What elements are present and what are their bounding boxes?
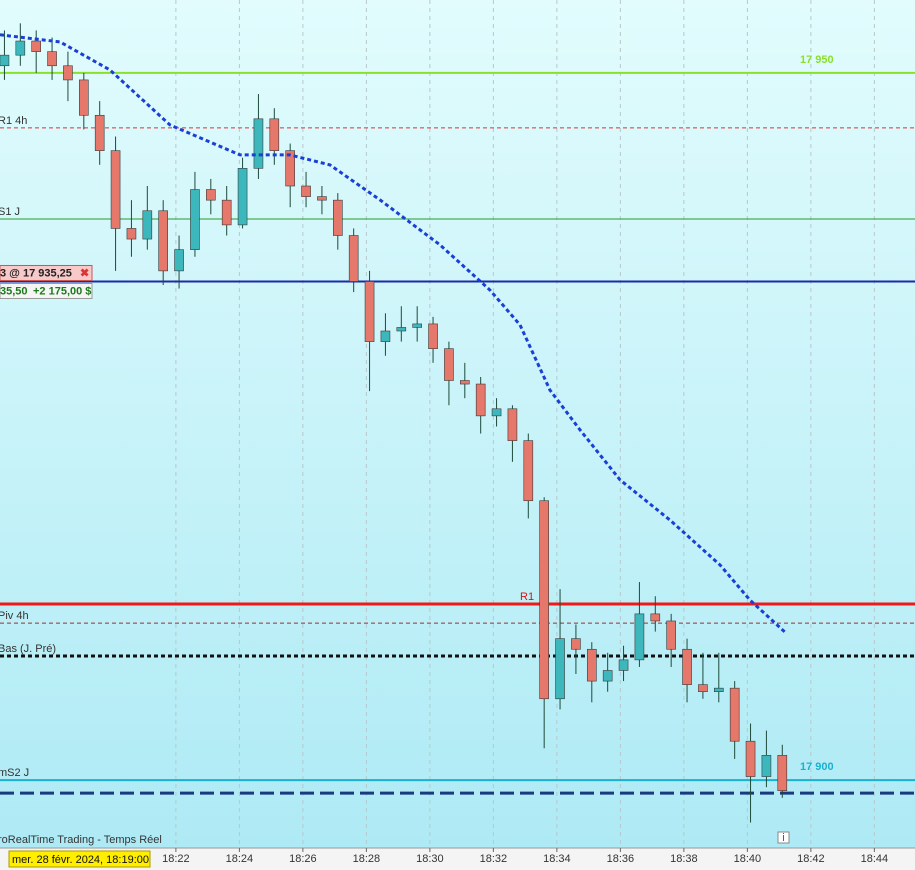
candle-body [475, 383, 486, 417]
x-tick-label: 18:44 [861, 853, 889, 865]
candle-body [602, 670, 613, 682]
candle-body [301, 185, 311, 197]
x-tick-label: 18:38 [670, 853, 698, 865]
candle-body [269, 118, 280, 151]
x-tick-label: 18:36 [607, 853, 635, 865]
candle-body [586, 648, 597, 682]
candle-body [174, 249, 184, 272]
candle-body [79, 79, 89, 116]
info-icon-glyph: i [782, 832, 784, 844]
candle-body [666, 620, 676, 650]
level-label: S1 J [0, 206, 20, 218]
candle-body [634, 613, 645, 661]
moving-average [0, 33, 786, 634]
candle-body [206, 189, 216, 201]
candle-body [555, 638, 565, 700]
pnl-box [0, 282, 93, 299]
candle-body [15, 40, 26, 56]
candle-body [380, 330, 391, 342]
pnl-value: +2 175,00 $ [33, 285, 91, 297]
candle-body [126, 228, 137, 240]
candle-body [571, 638, 581, 650]
candle-body [253, 118, 264, 169]
date-box [8, 850, 151, 868]
pnl-points: 35,50 [0, 285, 28, 297]
order-close: ✖ [80, 267, 89, 279]
x-tick-label: 18:42 [797, 853, 825, 865]
candle-body [713, 687, 724, 692]
level-value-label: 17 950 [800, 54, 834, 66]
candle-body [47, 51, 57, 67]
date-label: mer. 28 févr. 2024, 18:19:00 [12, 854, 149, 866]
x-axis-strip [0, 848, 915, 870]
candle-body [729, 687, 740, 742]
candle-body [237, 168, 248, 226]
level-label: Bas (J. Pré) [0, 643, 56, 655]
candle-body [396, 327, 407, 332]
candle-body [158, 210, 168, 272]
order-label: 3 @ 17 935,25 [0, 267, 72, 279]
candle-body [460, 380, 470, 385]
candle-body [333, 199, 343, 236]
level-label: mS2 J [0, 767, 29, 779]
candle-body [31, 40, 41, 52]
candle-body [523, 440, 534, 502]
candle-body [94, 114, 105, 151]
candle-body [412, 323, 422, 328]
level-label: R1 [520, 591, 534, 603]
x-tick-label: 18:30 [416, 853, 444, 865]
level-label: Piv 4h [0, 610, 29, 622]
candle-body [428, 323, 438, 349]
candle-body [364, 281, 375, 342]
order-box [0, 264, 93, 281]
candle-body [745, 740, 756, 777]
x-tick-label: 18:34 [543, 853, 571, 865]
source-label: roRealTime Trading - Temps Réel [0, 834, 162, 846]
candle-body [761, 755, 772, 777]
candle-body [0, 54, 10, 67]
plot-background [0, 0, 915, 848]
candle-body [221, 199, 232, 226]
level-label: R1 4h [0, 115, 27, 127]
candle-body [348, 235, 359, 282]
candle-body [698, 684, 708, 692]
x-tick-label: 18:32 [480, 853, 508, 865]
candle-body [110, 150, 121, 229]
candle-body [777, 755, 788, 792]
candle-body [682, 648, 692, 685]
x-tick-label: 18:26 [289, 853, 317, 865]
level-value-label: 17 900 [800, 761, 834, 773]
candle-body [539, 500, 549, 700]
candle-body [285, 150, 295, 187]
x-tick-label: 18:40 [734, 853, 762, 865]
x-tick-label: 18:28 [353, 853, 381, 865]
candle-body [444, 348, 454, 381]
candle-body [650, 613, 661, 622]
candle-body [190, 189, 200, 250]
x-tick-label: 18:24 [226, 853, 254, 865]
candle-body [507, 408, 518, 441]
candle-body [491, 408, 502, 417]
x-tick-label: 18:22 [162, 853, 190, 865]
candle-body [317, 196, 327, 201]
candle-body [142, 210, 153, 240]
info-icon [777, 831, 790, 844]
candle-body [63, 65, 73, 81]
candle-body [618, 659, 629, 671]
